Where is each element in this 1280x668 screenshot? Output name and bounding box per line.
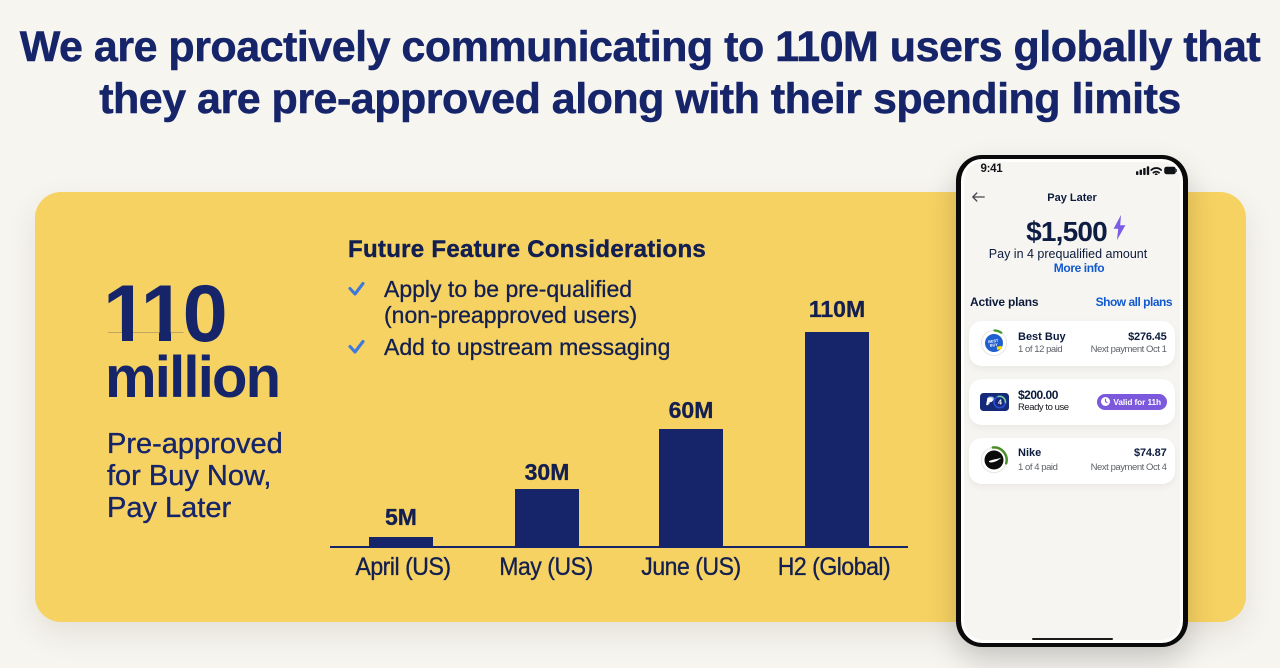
svg-text:4: 4 [998, 399, 1002, 406]
svg-text:BEST: BEST [988, 338, 999, 343]
svg-text:BUY: BUY [990, 342, 999, 347]
